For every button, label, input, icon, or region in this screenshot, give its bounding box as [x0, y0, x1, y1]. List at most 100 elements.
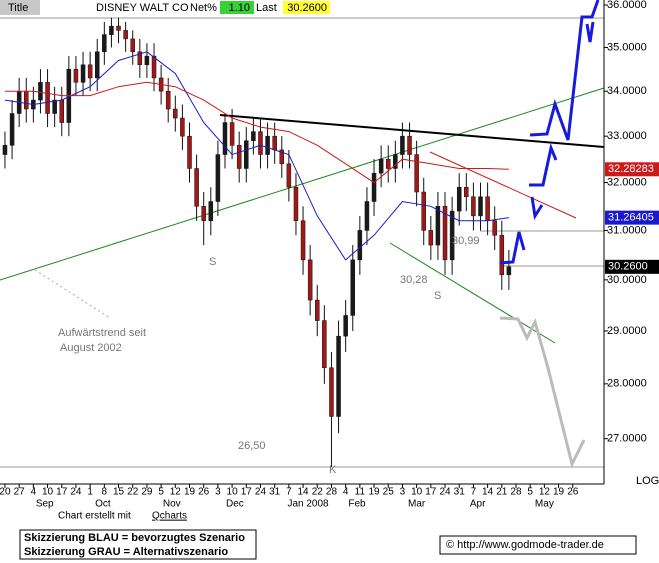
candle-body: [187, 135, 192, 169]
grey-scenario: [499, 316, 586, 469]
legend-line: Skizzierung BLAU = bevorzugtes Szenario: [24, 532, 245, 544]
y-tick-label: 32.0000: [607, 176, 647, 188]
x-tick-label: 14: [298, 487, 310, 498]
x-tick-label: 31: [454, 487, 466, 498]
x-tick-label: 26: [567, 487, 579, 498]
x-tick-label: 19: [184, 487, 196, 498]
candle-body: [2, 145, 8, 155]
blue-scenario: [530, 196, 544, 221]
y-tick-label: 34.0000: [607, 85, 647, 97]
candle-body: [194, 168, 199, 207]
candle-body: [130, 38, 135, 53]
candle-body: [393, 154, 398, 169]
candle-body: [102, 34, 107, 53]
x-tick-label: 20: [0, 487, 11, 498]
last-value-label: 32.28283: [608, 163, 654, 175]
blue-scenario: [529, 143, 558, 187]
annotation: 26,50: [238, 440, 266, 452]
net-label: Net%: [190, 2, 217, 14]
moving-average: [5, 81, 509, 184]
y-tick-label: 30.0000: [607, 274, 647, 286]
candle-body: [506, 266, 512, 276]
x-tick-label: 7: [286, 487, 292, 498]
y-tick-label: 36.0000: [607, 0, 647, 11]
x-tick-label: 17: [425, 487, 437, 498]
month-label: Nov: [163, 499, 181, 510]
y-tick-label: 35.0000: [607, 41, 647, 53]
x-tick-label: 15: [113, 487, 125, 498]
x-tick-label: 24: [70, 487, 82, 498]
copyright-box: [439, 535, 637, 555]
net-bg: [220, 1, 254, 14]
candle-body: [343, 315, 348, 337]
last-value-label: 31.26405: [608, 212, 654, 224]
candle-body: [421, 191, 426, 231]
scenarios: [499, 0, 600, 469]
annotation: August 2002: [60, 342, 122, 354]
x-tick-label: 12: [170, 487, 182, 498]
candle-body: [265, 135, 270, 155]
candle-body: [350, 259, 355, 316]
month-label: Feb: [348, 499, 366, 510]
candle-body: [471, 196, 476, 217]
annotation: 30,99: [452, 235, 480, 247]
candle-body: [279, 149, 285, 165]
credit-link[interactable]: Qcharts: [152, 511, 187, 522]
candle-body: [87, 64, 93, 79]
candle-body: [173, 108, 178, 119]
candle-body: [151, 55, 157, 79]
last-value-box: [605, 162, 659, 177]
x-tick-label: 21: [496, 487, 508, 498]
x-tick-label: 25: [383, 487, 395, 498]
candle-body: [258, 131, 263, 155]
month-label: Dec: [226, 499, 244, 510]
annotation: S: [209, 256, 216, 268]
x-tick-label: 14: [482, 487, 494, 498]
candle-body: [414, 154, 419, 193]
candle-body: [442, 206, 448, 261]
x-tick-label: 27: [14, 487, 26, 498]
x-tick-label: 12: [539, 487, 551, 498]
x-tick-label: 24: [439, 487, 451, 498]
candle-body: [272, 135, 277, 151]
candle-body: [236, 145, 242, 169]
last-value-box: [605, 259, 659, 274]
x-tick-label: 26: [198, 487, 210, 498]
annotation: 30,28: [400, 274, 428, 286]
month-label: Oct: [95, 499, 111, 510]
credit: Chart erstellt mit: [58, 511, 131, 522]
candle-body: [73, 68, 79, 83]
month-label: Sep: [36, 499, 54, 510]
log-label: LOG: [636, 475, 659, 487]
candle-body: [80, 64, 86, 83]
x-tick-label: 4: [31, 487, 37, 498]
candle-body: [94, 51, 100, 79]
legend-box: [19, 529, 257, 560]
candle-body: [400, 135, 405, 155]
x-tick-label: 10: [227, 487, 239, 498]
candle-body: [478, 196, 483, 217]
symbol-name: DISNEY WALT CO: [96, 2, 189, 14]
candle-body: [45, 82, 50, 114]
trendline: [389, 242, 556, 344]
plot: [2, 17, 512, 467]
blue-scenario: [529, 0, 600, 141]
last-bg: [283, 1, 330, 14]
x-tick-label: 4: [343, 487, 349, 498]
x-tick-label: 11: [355, 487, 366, 498]
x-tick-label: 19: [553, 487, 565, 498]
month-label: May: [535, 499, 554, 510]
x-tick-label: 19: [368, 487, 380, 498]
y-tick-label: 29.0000: [607, 325, 647, 337]
copyright: © http://www.godmode-trader.de: [446, 539, 604, 551]
x-tick-label: 29: [141, 487, 153, 498]
candle-body: [123, 30, 128, 40]
candle-body: [300, 220, 306, 261]
candle-body: [180, 117, 185, 137]
candle-body: [428, 230, 434, 246]
candle-body: [307, 259, 313, 301]
candle-body: [109, 25, 114, 35]
candle-body: [329, 367, 334, 417]
candle-body: [208, 201, 214, 221]
